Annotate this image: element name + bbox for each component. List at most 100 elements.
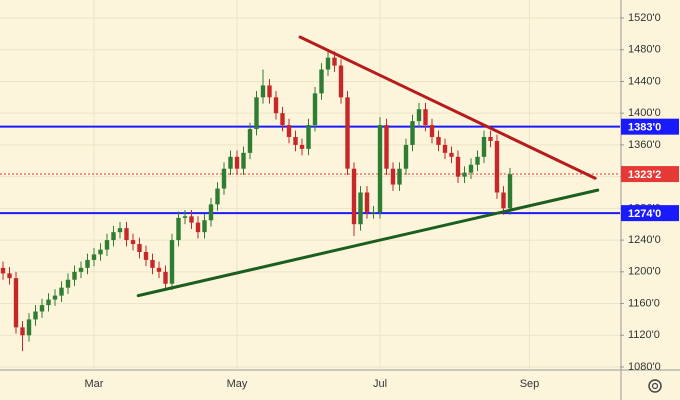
candle-body xyxy=(429,125,435,137)
candle-body xyxy=(156,267,162,272)
candle-body xyxy=(65,279,71,288)
candle-body xyxy=(501,192,506,209)
candle-body xyxy=(436,136,441,145)
candle-body xyxy=(293,136,298,145)
candle-body xyxy=(85,259,90,268)
candle-body xyxy=(130,240,136,245)
price-tag-label: 1323'2 xyxy=(628,169,661,181)
candle-body xyxy=(494,140,500,193)
candle-body xyxy=(345,97,350,169)
candle-body xyxy=(416,109,422,122)
price-tag xyxy=(621,118,679,135)
candle-body xyxy=(150,259,155,268)
candle-body xyxy=(117,228,123,233)
gear-hub[interactable] xyxy=(651,382,659,390)
y-tick-label: 1400'0 xyxy=(628,107,661,119)
candle-body xyxy=(442,144,448,153)
candle-body xyxy=(33,311,38,320)
candle-body xyxy=(202,220,207,233)
x-tick-label: Jul xyxy=(373,378,387,390)
candle-body xyxy=(98,249,103,255)
candle-body xyxy=(228,156,233,169)
settings-icon[interactable] xyxy=(648,379,662,393)
candle-body xyxy=(260,85,266,98)
candle-body xyxy=(91,254,97,260)
x-tick-label: Sep xyxy=(520,378,540,390)
candle-body xyxy=(59,287,64,296)
y-tick-label: 1360'0 xyxy=(628,139,661,151)
candle-body xyxy=(124,228,129,241)
candle-body xyxy=(462,172,467,177)
candle-body xyxy=(247,129,253,153)
candle-body xyxy=(234,156,240,169)
candle-body xyxy=(78,267,84,272)
candle-body xyxy=(7,273,12,279)
y-tick-label: 1160'0 xyxy=(628,297,660,309)
candle-body xyxy=(182,216,188,218)
candle-body xyxy=(104,240,110,250)
candle-body xyxy=(319,69,324,94)
candle-body xyxy=(410,121,415,145)
candle-body xyxy=(254,97,259,130)
trendline xyxy=(298,35,597,180)
candle-body xyxy=(39,305,45,312)
y-tick-label: 1440'0 xyxy=(628,75,661,87)
candle-body xyxy=(13,278,19,328)
candle-body xyxy=(338,65,344,98)
gear[interactable] xyxy=(648,379,662,393)
candle-body xyxy=(371,212,376,214)
candle-body xyxy=(468,164,474,173)
candle-body xyxy=(189,216,194,223)
candle-body xyxy=(280,113,285,126)
candle-body xyxy=(52,295,58,300)
candle-body xyxy=(267,85,272,98)
candle-body xyxy=(195,222,201,233)
price-tag-label: 1274'0 xyxy=(628,208,661,220)
candle-body xyxy=(364,192,370,213)
price-tag-label: 1383'0 xyxy=(628,122,661,134)
candle-body xyxy=(475,156,480,165)
y-tick-label: 1480'0 xyxy=(628,44,661,56)
candle-body xyxy=(176,217,181,241)
y-tick-label: 1080'0 xyxy=(628,361,661,373)
y-tick-label: 1120'0 xyxy=(628,329,660,341)
trendline xyxy=(136,188,600,298)
candle-body xyxy=(312,93,318,126)
candle-body xyxy=(208,204,214,221)
candle-body xyxy=(390,168,396,185)
candle-body xyxy=(111,232,116,241)
candle-body xyxy=(143,251,149,260)
y-tick-label: 1200'0 xyxy=(628,266,661,278)
candle-body xyxy=(403,144,409,169)
candle-body xyxy=(306,125,311,149)
candle-body xyxy=(137,244,142,252)
candle-body xyxy=(384,125,389,169)
x-tick-label: Mar xyxy=(85,378,104,390)
candle-body xyxy=(423,109,428,126)
candle-body xyxy=(449,152,454,157)
candle-body xyxy=(325,57,331,70)
candle-body xyxy=(72,271,77,280)
candle-body xyxy=(351,168,357,225)
candle-body xyxy=(221,168,227,189)
candle-body xyxy=(488,136,493,141)
candle-body xyxy=(273,97,279,114)
candle-body xyxy=(455,156,461,177)
y-tick-label: 1520'0 xyxy=(628,12,661,24)
candle-body xyxy=(377,125,383,213)
candle-body xyxy=(215,188,220,205)
candle-body xyxy=(299,144,305,149)
price-tag xyxy=(621,205,679,222)
x-tick-label: May xyxy=(227,378,248,390)
candle-body xyxy=(358,192,363,225)
candle-body xyxy=(481,136,487,157)
candle-body xyxy=(20,327,25,336)
candle-body xyxy=(507,174,513,209)
candle-body xyxy=(241,152,246,169)
candle-body xyxy=(26,319,32,336)
candle-body xyxy=(169,240,175,284)
candle-body xyxy=(397,168,402,185)
